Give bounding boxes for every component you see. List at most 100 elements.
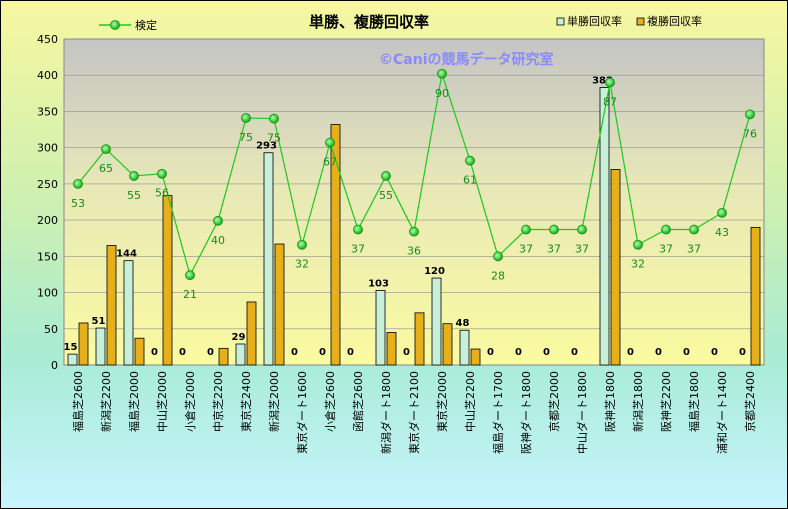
kentei-point — [689, 224, 699, 235]
x-tick-label: 東京ダート1600 — [295, 371, 309, 454]
y-tick-label: 0 — [51, 359, 58, 372]
x-tick-label: 函館芝2600 — [351, 371, 365, 432]
legend-bar-tansho: 単勝回収率 — [556, 14, 622, 28]
kentei-point — [493, 251, 503, 262]
bar-fukusho — [442, 323, 453, 366]
kentei-point — [353, 224, 363, 235]
x-tick-label: 中山芝2200 — [464, 371, 477, 432]
x-tick-label: 京都芝2400 — [743, 371, 757, 432]
bar-fukusho — [414, 312, 425, 366]
kentei-point-label: 90 — [435, 87, 449, 100]
bar-tansho-label: 0 — [515, 347, 522, 358]
bar-tansho-label: 0 — [571, 347, 578, 358]
legend-line-label: 検定 — [135, 18, 157, 32]
kentei-point — [409, 226, 419, 237]
kentei-point-label: 37 — [519, 243, 533, 256]
x-tick-label: 阪神芝2200 — [659, 371, 673, 432]
kentei-point-label: 37 — [547, 243, 561, 256]
bar-tansho — [263, 152, 274, 366]
bar-tansho-label: 0 — [655, 347, 662, 358]
bar-fukusho — [162, 195, 173, 366]
bar-tansho — [95, 327, 106, 366]
kentei-point — [297, 239, 307, 250]
y-tick-label: 450 — [37, 33, 58, 46]
bar-tansho-label: 293 — [256, 141, 277, 152]
kentei-point-label: 75 — [239, 131, 253, 144]
kentei-point — [577, 224, 587, 235]
bar-tansho-label: 0 — [487, 347, 494, 358]
bar-tansho-label: 0 — [347, 347, 354, 358]
kentei-point-label: 75 — [267, 132, 281, 145]
kentei-point — [185, 270, 195, 281]
y-tick-label: 200 — [37, 214, 58, 227]
legend-fukusho-label: 複勝回収率 — [647, 14, 702, 28]
watermark-text: ©Caniの競馬データ研究室 — [379, 51, 554, 68]
bar-fukusho — [750, 226, 761, 366]
bar-tansho-label: 0 — [683, 347, 690, 358]
bar-tansho-label: 103 — [368, 278, 389, 289]
kentei-point-label: 65 — [99, 162, 113, 175]
bar-tansho-label: 0 — [403, 347, 410, 358]
bar-tansho-label: 0 — [627, 347, 634, 358]
bar-tansho — [375, 289, 386, 366]
kentei-point-label: 67 — [323, 156, 337, 169]
bar-tansho — [123, 260, 134, 366]
x-tick-label: 浦和ダート1400 — [715, 371, 729, 454]
bar-tansho — [431, 277, 442, 366]
bar-tansho-label: 0 — [151, 347, 158, 358]
kentei-point — [437, 68, 447, 79]
x-tick-label: 中山芝2000 — [156, 371, 169, 432]
kentei-point-label: 32 — [295, 258, 309, 271]
kentei-point — [381, 171, 391, 181]
bar-tansho-label: 0 — [711, 347, 718, 358]
x-tick-label: 新潟ダート1800 — [379, 371, 393, 454]
kentei-point-label: 55 — [379, 189, 393, 202]
legend-tansho-label: 単勝回収率 — [567, 14, 622, 28]
x-tick-label: 京都芝2000 — [547, 371, 561, 432]
bar-tansho-label: 0 — [179, 347, 186, 358]
x-tick-label: 東京芝2000 — [435, 371, 449, 432]
x-tick-label: 新潟芝1800 — [631, 371, 645, 432]
y-tick-label: 100 — [37, 287, 58, 300]
kentei-point — [241, 113, 251, 123]
kentei-point — [101, 144, 111, 155]
bar-fukusho — [106, 245, 117, 366]
bar-fukusho — [218, 347, 229, 366]
kentei-point — [633, 239, 643, 250]
x-tick-label: 阪神ダート1800 — [519, 371, 533, 454]
x-tick-label: 小倉芝2600 — [323, 371, 337, 432]
x-tick-label: 福島ダート1700 — [491, 371, 505, 454]
kentei-point-label: 37 — [575, 243, 589, 256]
kentei-point — [269, 113, 279, 124]
kentei-point — [465, 155, 475, 166]
kentei-point — [605, 77, 615, 88]
y-tick-label: 400 — [37, 69, 58, 82]
y-tick-label: 350 — [37, 105, 58, 118]
kentei-point — [73, 178, 83, 189]
kentei-point — [549, 224, 559, 235]
bar-tansho-label: 0 — [319, 347, 326, 358]
kentei-point — [661, 224, 671, 235]
kentei-point — [213, 215, 223, 226]
kentei-point — [521, 224, 531, 235]
grid-lines — [64, 74, 764, 330]
x-tick-label: 福島芝2000 — [127, 371, 141, 432]
bar-tansho — [235, 343, 246, 366]
bar-tansho — [599, 87, 610, 366]
y-tick-label: 300 — [37, 142, 58, 155]
kentei-point-label: 37 — [687, 243, 701, 256]
bar-tansho-label: 120 — [424, 266, 445, 277]
bar-tansho-label: 51 — [92, 316, 106, 327]
bar-tansho-label: 29 — [232, 332, 246, 343]
bar-fukusho — [274, 243, 285, 366]
bar-tansho-label: 144 — [116, 249, 137, 260]
kentei-point-label: 61 — [463, 174, 477, 187]
kentei-point-label: 56 — [155, 187, 169, 200]
kentei-point — [745, 109, 755, 120]
x-tick-label: 福島芝2600 — [71, 371, 85, 432]
kentei-point-label: 36 — [407, 245, 421, 258]
bar-fukusho — [246, 301, 257, 366]
plot-area — [63, 38, 765, 366]
kentei-point — [129, 171, 139, 181]
